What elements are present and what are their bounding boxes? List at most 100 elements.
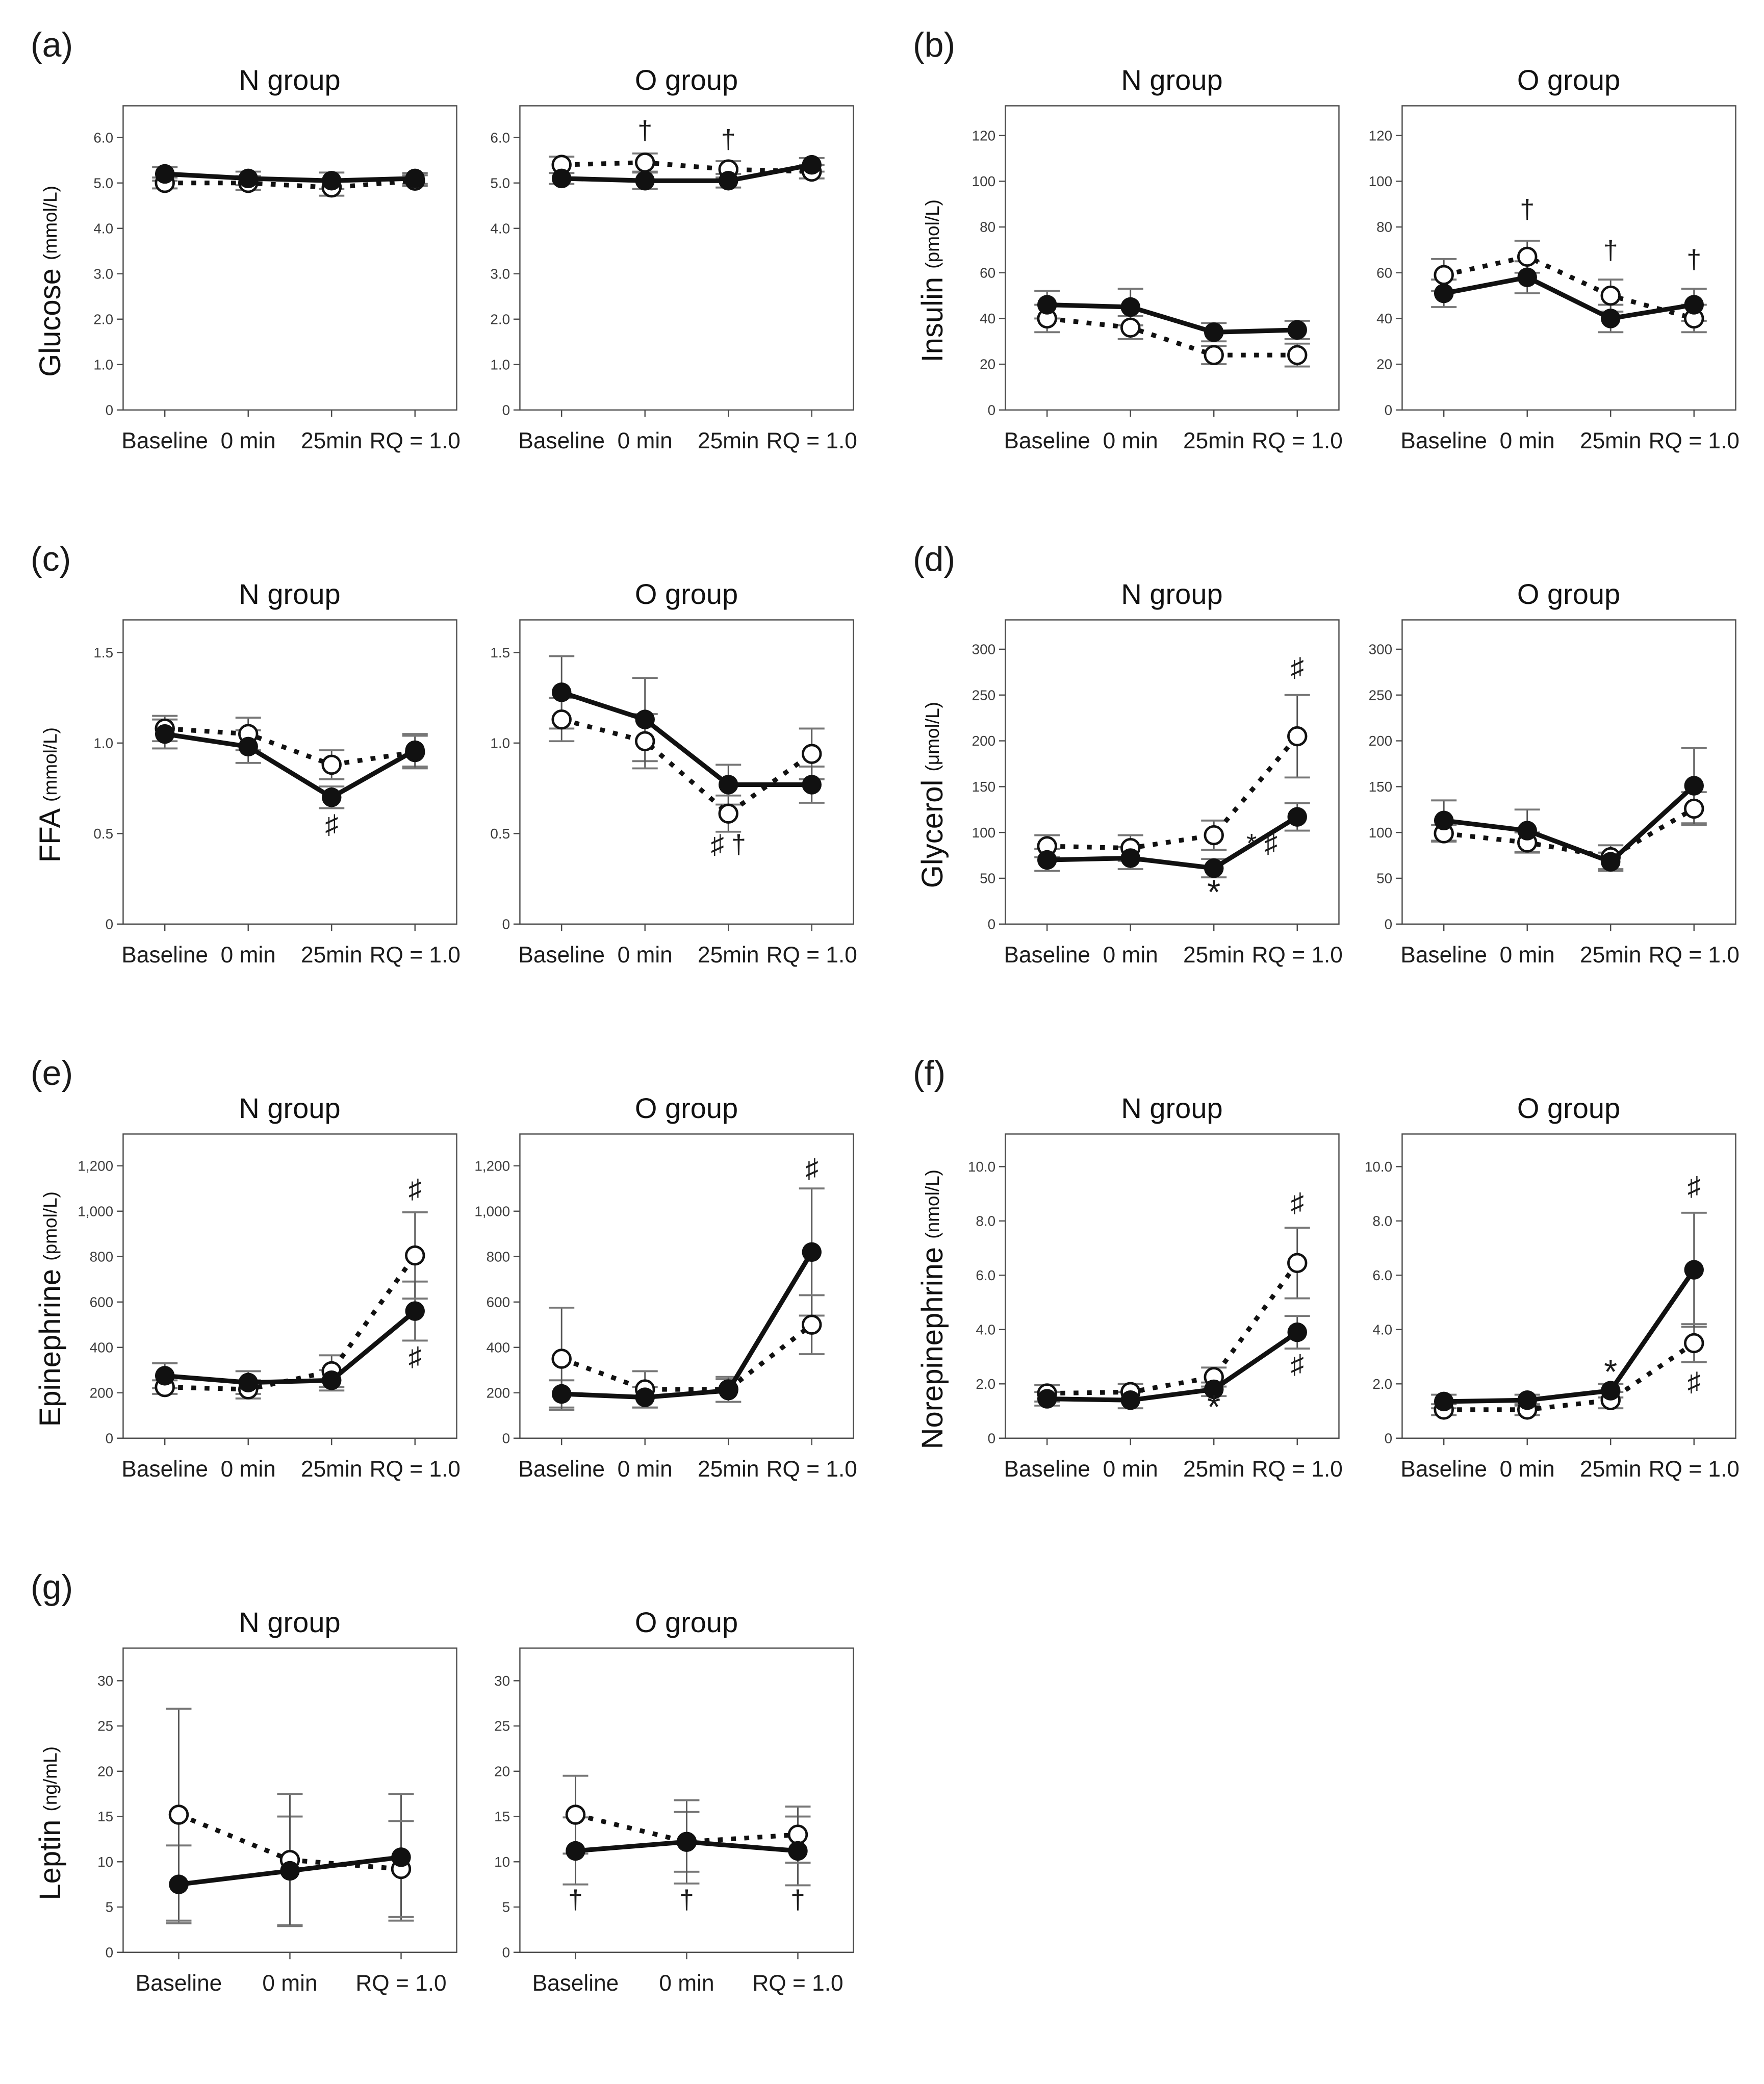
- y-tick-label: 8.0: [976, 1213, 995, 1229]
- x-tick-label: RQ = 1.0: [1252, 1457, 1343, 1482]
- data-point-filled-circle: [405, 740, 425, 760]
- significance-annotation: †: [568, 1885, 583, 1915]
- panel-row: Norepinephrine (nmol/L) N group 0 2.0 4.0 6.0…: [906, 1091, 1764, 1500]
- y-tick-label: 5: [106, 1899, 114, 1915]
- data-point-open-circle: [634, 731, 655, 751]
- series-line-dotted-open: [1046, 316, 1297, 358]
- y-tick-label: 800: [487, 1249, 510, 1264]
- chart-title: O group: [1517, 578, 1621, 610]
- y-tick-label: 6.0: [1372, 1267, 1392, 1283]
- y-axis-label-column: FFA (mmol/L): [23, 577, 76, 985]
- y-tick-label: 30: [494, 1673, 510, 1689]
- y-tick-label: 400: [90, 1339, 114, 1355]
- y-tick-label: 120: [1369, 128, 1393, 143]
- data-point-filled-circle: [566, 1841, 585, 1861]
- x-tick-label: 25min: [698, 943, 759, 968]
- data-point-open-circle: [1204, 345, 1224, 365]
- plot-area: 0 2.0 4.0 6.0 8.0 10.0 Baseline 0 min 25min RQ = …: [1365, 1133, 1740, 1482]
- y-axis-name: Glucose: [33, 260, 67, 377]
- data-point-filled-circle: [1434, 810, 1454, 831]
- y-tick-label: 15: [97, 1809, 113, 1824]
- x-tick-label: RQ = 1.0: [766, 943, 857, 968]
- panel-label: (d): [913, 540, 956, 578]
- y-tick-label: 50: [980, 871, 995, 886]
- data-point-filled-circle: [1684, 776, 1704, 796]
- significance-annotation: ♯: [1291, 1350, 1304, 1379]
- y-tick-label: 3.0: [93, 266, 113, 282]
- chart-e-o-group: O group 0 200 400 600 800 1,000 1,200 Baseline 0 …: [473, 1091, 861, 1500]
- y-axis-name: Leptin: [33, 1811, 67, 1900]
- y-tick-label: 20: [980, 357, 995, 372]
- significance-annotation: †: [637, 116, 652, 145]
- data-point-filled-circle: [1434, 1391, 1454, 1412]
- y-tick-label: 10.0: [1365, 1159, 1392, 1175]
- panel-row: Leptin (ng/mL) N group 0 5 10 15 20 25 30 Baselin…: [23, 1606, 882, 2014]
- chart-g-n-group: N group 0 5 10 15 20 25 30 Baseline 0 min RQ = 1.0: [76, 1606, 464, 2014]
- y-axis-unit: (ng/mL): [39, 1746, 61, 1812]
- data-point-filled-circle: [1204, 322, 1224, 342]
- y-tick-label: 2.0: [490, 311, 510, 327]
- chart-title: O group: [1517, 64, 1621, 96]
- chart-b-n-group: N group 0 20 40 60 80 100 120 Baseline 0 min 25min…: [959, 63, 1346, 471]
- x-tick-label: Baseline: [1400, 1457, 1487, 1482]
- y-tick-label: 0: [502, 1430, 510, 1446]
- chart-b-o-group: O group 0 20 40 60 80 100 120 Baseline 0 min 25min…: [1356, 63, 1743, 471]
- series-line-solid-filled: [1047, 302, 1297, 335]
- x-tick-label: Baseline: [518, 943, 605, 968]
- x-tick-label: 0 min: [221, 428, 276, 453]
- data-point-filled-circle: [1600, 1381, 1621, 1401]
- data-point-filled-circle: [551, 682, 572, 702]
- x-tick-label: 0 min: [618, 428, 673, 453]
- series-line-dotted-open: [165, 1254, 417, 1392]
- y-tick-label: 200: [487, 1385, 510, 1401]
- y-tick-label: 2.0: [1372, 1376, 1392, 1392]
- x-tick-label: Baseline: [121, 1457, 208, 1482]
- significance-annotation: ♯: [325, 810, 338, 840]
- data-point-open-circle: [802, 744, 822, 764]
- x-tick-label: 0 min: [618, 943, 673, 968]
- data-point-open-circle: [787, 1824, 808, 1845]
- data-point-filled-circle: [321, 1370, 342, 1390]
- data-point-filled-circle: [551, 168, 572, 189]
- data-point-filled-circle: [635, 1387, 655, 1407]
- x-tick-label: 0 min: [1103, 943, 1158, 968]
- x-tick-label: 25min: [301, 943, 362, 968]
- x-tick-label: 25min: [1580, 428, 1641, 453]
- chart-frame: [1401, 105, 1736, 411]
- plot-area: 0 1.0 2.0 3.0 4.0 5.0 6.0 Baseline 0 min 25min RQ …: [490, 105, 857, 453]
- data-point-filled-circle: [321, 787, 342, 807]
- chart-frame: [1401, 619, 1736, 925]
- y-tick-label: 1,200: [474, 1158, 510, 1174]
- y-axis-label-column: Epinephrine (pmol/L): [23, 1091, 76, 1500]
- y-tick-label: 1.0: [490, 357, 510, 372]
- y-tick-label: 0: [502, 1944, 510, 1960]
- data-point-filled-circle: [718, 171, 738, 191]
- series-line-solid-filled: [1444, 1268, 1696, 1404]
- chart-title: N group: [239, 64, 341, 96]
- chart-frame: [122, 619, 457, 925]
- data-point-open-circle: [321, 754, 342, 775]
- x-tick-label: Baseline: [518, 428, 605, 453]
- data-point-open-circle: [1600, 285, 1621, 306]
- y-tick-label: 20: [1376, 357, 1392, 372]
- significance-annotation: ♯: [1291, 1188, 1304, 1218]
- y-tick-label: 0: [106, 916, 114, 932]
- chart-title: O group: [634, 1606, 738, 1638]
- panel-row: Glucose (mmol/L) N group 0 1.0 2.0 3.0 4.0 5.0 6…: [23, 63, 882, 471]
- x-tick-label: 25min: [1580, 1457, 1641, 1482]
- data-point-filled-circle: [238, 736, 258, 757]
- series-line-solid-filled: [1047, 815, 1299, 871]
- panel-c: (c) FFA (mmol/L) N group 0 0.5 1.0 1.5 Baseline…: [0, 528, 882, 1043]
- x-tick-label: 0 min: [1500, 943, 1555, 968]
- chart-frame: [519, 1133, 854, 1439]
- y-tick-label: 1.5: [93, 645, 113, 660]
- series-line-dotted-open: [561, 160, 812, 174]
- data-point-filled-circle: [391, 1847, 411, 1867]
- series-line-dotted-open: [1444, 1341, 1696, 1412]
- series-line-solid-filled: [561, 162, 812, 183]
- significance-annotation: †: [721, 125, 736, 155]
- plot-area: 0 20 40 60 80 100 120 Baseline 0 min 25min RQ = 1.…: [1369, 105, 1740, 453]
- y-tick-label: 400: [487, 1339, 510, 1355]
- y-axis-name: Epinephrine: [33, 1261, 67, 1427]
- y-tick-label: 1.5: [490, 645, 510, 660]
